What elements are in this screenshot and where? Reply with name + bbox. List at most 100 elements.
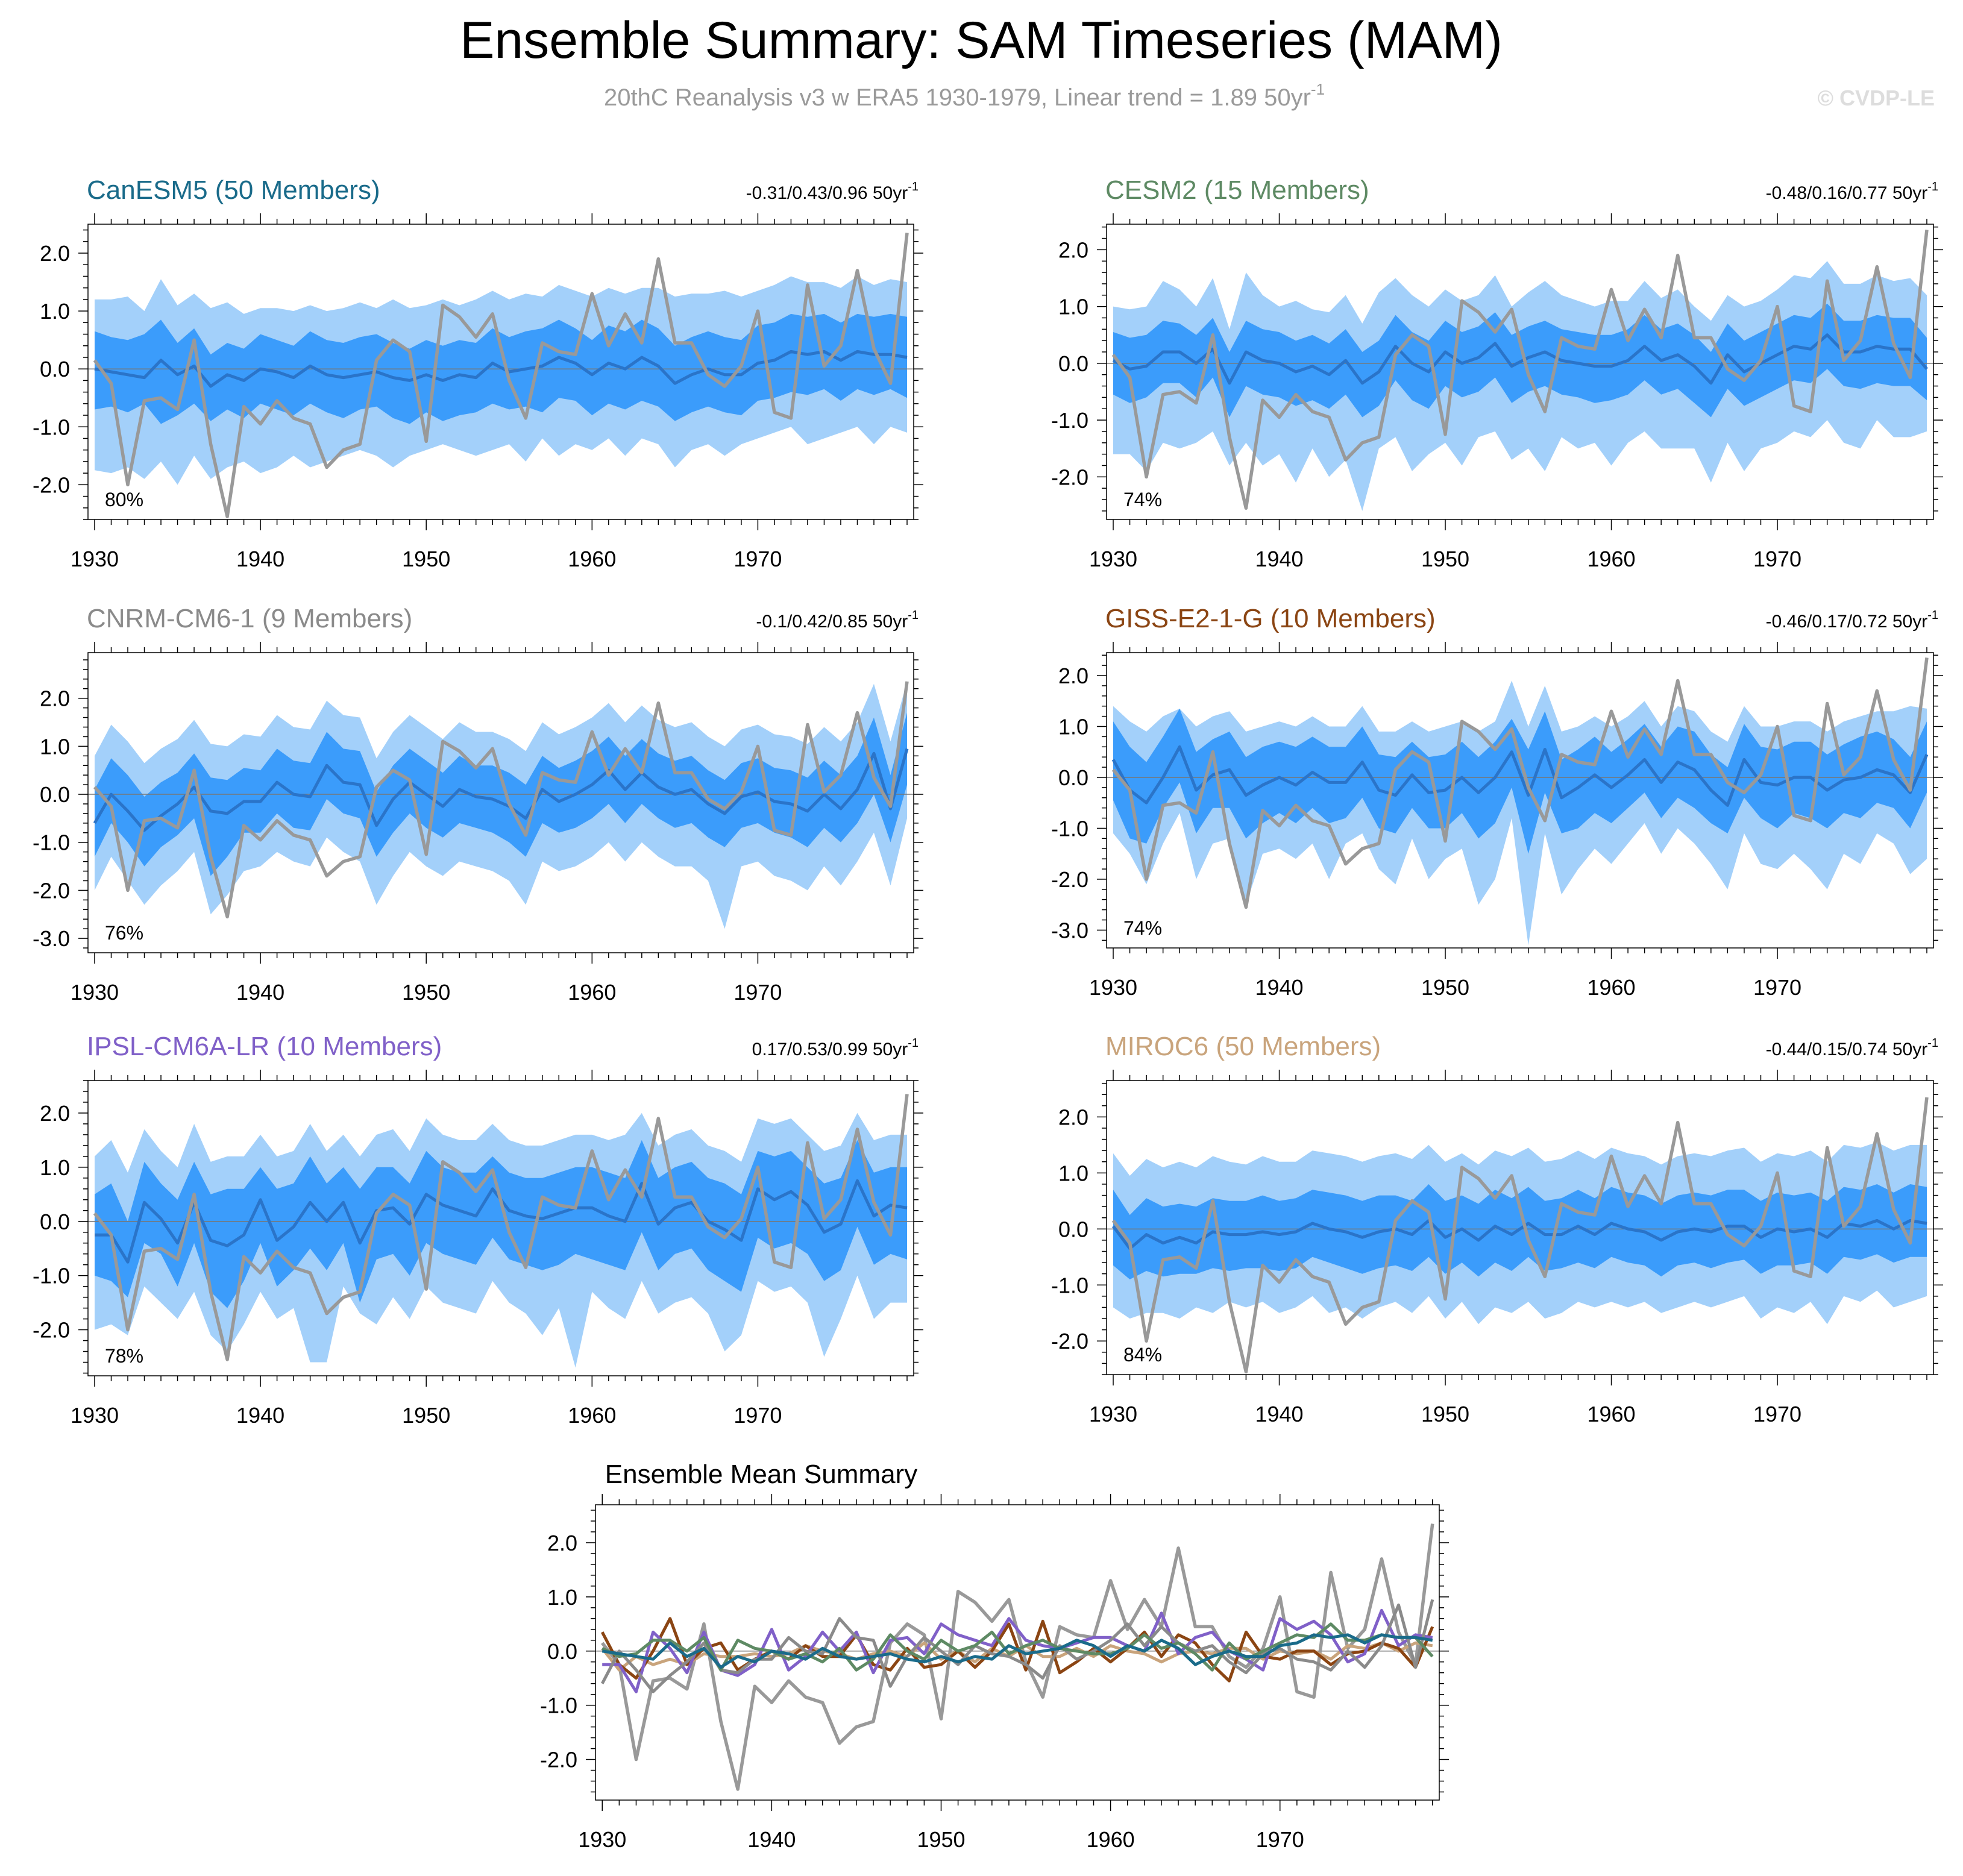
x-tick-label: 1940 bbox=[747, 1827, 796, 1852]
x-tick-label: 1950 bbox=[402, 1403, 450, 1428]
x-tick-label: 1950 bbox=[402, 547, 450, 571]
ensemble-mean-line-2 bbox=[600, 1599, 1434, 1693]
x-tick-label: 1950 bbox=[1421, 547, 1469, 571]
watermark: © CVDP-LE bbox=[1817, 86, 1935, 110]
y-tick-label: 1.0 bbox=[1058, 1161, 1088, 1185]
ensemble-mean-line bbox=[94, 350, 908, 388]
x-tick-label: 1960 bbox=[1587, 1402, 1635, 1426]
y-tick-label: -1.0 bbox=[1051, 816, 1088, 841]
panel-title: GISS-E2-1-G (10 Members) bbox=[1105, 604, 1436, 633]
y-tick-label: 0.0 bbox=[40, 782, 70, 807]
panel-stats-superscript: -1 bbox=[908, 180, 919, 193]
ensemble-mean-line bbox=[1112, 333, 1928, 385]
panel-title: CNRM-CM6-1 (9 Members) bbox=[87, 604, 412, 633]
panel-stats-text: -0.1/0.42/0.85 50yr bbox=[756, 612, 908, 632]
y-tick-label: 2.0 bbox=[547, 1531, 577, 1555]
percent-label: 84% bbox=[1123, 1344, 1162, 1366]
plot-data bbox=[595, 1523, 1439, 1791]
y-tick-label: -1.0 bbox=[540, 1693, 577, 1718]
panels: CanESM5 (50 Members) -0.31/0.43/0.96 50yr… bbox=[33, 175, 1943, 1852]
observed-line bbox=[93, 1094, 909, 1361]
spread-band-inner bbox=[95, 1140, 907, 1308]
spread-band-inner bbox=[1113, 1184, 1927, 1279]
x-tick-label: 1930 bbox=[578, 1827, 626, 1852]
plot-frame bbox=[87, 652, 914, 953]
ensemble-mean-line-4 bbox=[602, 1608, 1433, 1693]
panel-stats: -0.48/0.16/0.77 50yr-1 bbox=[1766, 180, 1938, 203]
plot-data bbox=[1107, 1097, 1933, 1374]
panel-title: CESM2 (15 Members) bbox=[1105, 175, 1369, 205]
y-tick-label: 1.0 bbox=[547, 1585, 577, 1610]
plot-frame bbox=[1106, 652, 1934, 949]
panel-3: CNRM-CM6-1 (9 Members) -0.1/0.42/0.85 50y… bbox=[33, 604, 923, 1005]
y-tick-label: -2.0 bbox=[540, 1748, 577, 1772]
plot-data bbox=[88, 233, 914, 518]
plot-data bbox=[88, 681, 914, 929]
plot-data bbox=[1107, 657, 1933, 946]
plot-frame bbox=[1106, 1080, 1934, 1375]
panel-stats-superscript: -1 bbox=[908, 1037, 919, 1050]
y-tick-label: -1.0 bbox=[33, 1264, 70, 1288]
observed-line bbox=[1111, 1097, 1929, 1374]
panel-stats-superscript: -1 bbox=[1927, 609, 1938, 622]
panel-stats: 0.17/0.53/0.99 50yr-1 bbox=[752, 1037, 919, 1059]
y-tick-label: 1.0 bbox=[40, 734, 70, 759]
observed-line bbox=[93, 233, 909, 518]
panel-stats-superscript: -1 bbox=[1927, 180, 1938, 193]
ensemble-mean-line-3 bbox=[600, 1617, 1434, 1683]
x-tick-label: 1940 bbox=[1255, 547, 1303, 571]
x-tick-label: 1930 bbox=[71, 1403, 119, 1428]
y-tick-label: 2.0 bbox=[40, 686, 70, 711]
y-tick-label: 1.0 bbox=[1058, 715, 1088, 739]
percent-label: 74% bbox=[1123, 489, 1162, 510]
ensemble-mean-line bbox=[1111, 745, 1929, 807]
panel-stats-text: -0.48/0.16/0.77 50yr bbox=[1766, 183, 1928, 203]
ensemble-mean-line bbox=[93, 748, 909, 832]
panel-5: IPSL-CM6A-LR (10 Members) 0.17/0.53/0.99 … bbox=[33, 1032, 923, 1428]
ensemble-mean-line bbox=[1111, 1219, 1927, 1250]
x-tick-label: 1950 bbox=[1421, 1402, 1469, 1426]
y-tick-label: -1.0 bbox=[33, 830, 70, 855]
y-tick-label: 0.0 bbox=[40, 1209, 70, 1234]
y-tick-label: 2.0 bbox=[40, 1101, 70, 1126]
plot-frame bbox=[87, 224, 914, 520]
y-tick-label: -1.0 bbox=[33, 415, 70, 439]
spread-band-inner bbox=[1113, 708, 1927, 854]
figure-subtitle: 20thC Reanalysis v3 w ERA5 1930-1979, Li… bbox=[604, 80, 1325, 111]
panel-stats-text: -0.44/0.15/0.74 50yr bbox=[1766, 1040, 1928, 1059]
y-tick-label: -1.0 bbox=[1051, 408, 1088, 433]
y-tick-label: 1.0 bbox=[40, 1155, 70, 1180]
y-tick-label: 0.0 bbox=[1058, 1217, 1088, 1241]
x-tick-label: 1950 bbox=[917, 1827, 965, 1852]
x-tick-label: 1970 bbox=[733, 1403, 782, 1428]
y-tick-label: -1.0 bbox=[1051, 1273, 1088, 1297]
x-tick-label: 1970 bbox=[733, 980, 782, 1005]
y-tick-label: -2.0 bbox=[1051, 867, 1088, 892]
y-tick-label: 1.0 bbox=[40, 299, 70, 324]
y-tick-label: 2.0 bbox=[40, 241, 70, 266]
panel-stats: -0.1/0.42/0.85 50yr-1 bbox=[756, 609, 919, 632]
x-tick-label: 1960 bbox=[1587, 547, 1635, 571]
observed-line bbox=[1111, 230, 1929, 510]
x-tick-label: 1960 bbox=[1087, 1827, 1135, 1852]
y-tick-label: -3.0 bbox=[33, 926, 70, 951]
x-tick-label: 1950 bbox=[1421, 975, 1469, 1000]
y-tick-label: -2.0 bbox=[1051, 465, 1088, 489]
percent-label: 78% bbox=[105, 1345, 143, 1367]
y-tick-label: 0.0 bbox=[1058, 765, 1088, 790]
percent-label: 74% bbox=[1123, 917, 1162, 939]
ensemble-mean-line-0 bbox=[601, 1633, 1433, 1669]
plot-data bbox=[1107, 230, 1933, 511]
figure-subtitle-superscript: -1 bbox=[1311, 80, 1325, 98]
panel-stats-text: -0.46/0.17/0.72 50yr bbox=[1766, 612, 1928, 632]
y-tick-label: -2.0 bbox=[33, 472, 70, 497]
panel-1: CanESM5 (50 Members) -0.31/0.43/0.96 50yr… bbox=[33, 175, 923, 571]
y-tick-label: -2.0 bbox=[33, 1318, 70, 1343]
y-tick-label: -2.0 bbox=[33, 878, 70, 903]
y-tick-label: 2.0 bbox=[1058, 237, 1088, 262]
x-tick-label: 1940 bbox=[236, 547, 284, 571]
x-tick-label: 1930 bbox=[1089, 1402, 1137, 1426]
panel-stats-superscript: -1 bbox=[1927, 1037, 1938, 1050]
plot-data bbox=[88, 1094, 914, 1368]
panel-title: Ensemble Mean Summary bbox=[605, 1460, 917, 1489]
